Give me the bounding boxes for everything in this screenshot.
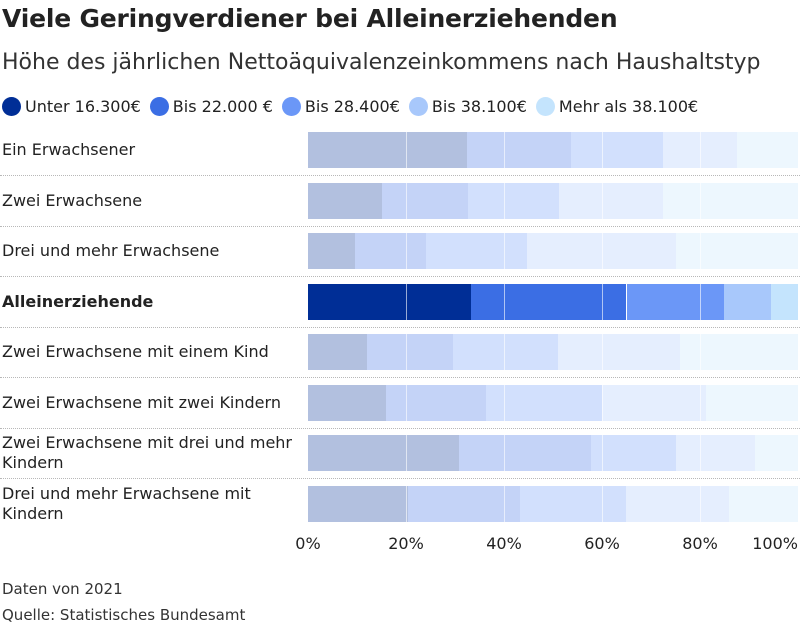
bar-segment [728,485,798,522]
bar-segment [459,435,592,471]
bar-segment [308,233,356,269]
gridline [700,132,701,524]
bar-segment [308,384,387,421]
bar-segment [408,485,520,522]
bar-segment [602,384,706,421]
category-label: Alleinerziehende [2,291,154,311]
legend-label: Bis 28.400€ [304,96,400,116]
bar-segment [485,384,602,421]
legend-swatch [408,96,428,116]
bar-segment [625,485,729,522]
category-label: Zwei Erwachsene [2,190,143,210]
x-tick-label: 80% [682,534,718,553]
source-note: Quelle: Statistisches Bundesamt [2,606,246,624]
category-label: Ein Erwachsener [2,140,136,159]
legend-swatch [149,96,169,116]
bar-segment [308,132,467,168]
row-separator [0,478,800,480]
bar-segment [558,334,681,370]
row-separator [0,427,800,429]
legend-label: Bis 38.100€ [431,96,527,116]
legend-label: Bis 22.000 € [172,96,273,116]
bar-segment [453,334,559,370]
legend-swatch [281,96,301,116]
category-label: Zwei Erwachsene mit zwei Kindern [2,392,281,412]
legend-item: Bis 38.100€ [408,96,527,116]
bar-segment [471,283,627,320]
bar-segment [426,233,527,269]
legend-item: Bis 22.000 € [149,96,273,116]
bar-segment [526,233,676,269]
category-label: Zwei Erwachsene mit drei und mehr Kinder… [2,433,293,472]
row-separator [0,175,800,177]
category-label: Drei und mehr Erwachsene [2,241,220,260]
bar-segment [626,283,724,320]
bar-segment [308,283,472,320]
row-separator [0,225,800,227]
x-tick-label: 0% [295,534,321,553]
x-tick-label: 60% [584,534,620,553]
bar-segment [308,334,367,370]
bar-segment [771,283,798,320]
gridline [602,132,603,524]
chart-subtitle: Höhe des jährlichen Nettoäquivalenzeinko… [2,50,761,75]
bar-segment [559,182,664,219]
bar-segment [724,283,772,320]
chart-title: Viele Geringverdiener bei Alleinerziehen… [2,4,618,33]
legend-item: Mehr als 38.100€ [535,96,699,116]
bar-segment [308,182,382,219]
gridline [406,132,407,524]
bar-segment [519,485,626,522]
bar-segment [468,182,560,219]
x-tick-label: 20% [388,534,424,553]
legend-label: Mehr als 38.100€ [558,96,699,116]
bar-segment [705,384,798,421]
bar-segment [366,334,454,370]
bar-segment [386,384,486,421]
bar-segment [381,182,469,219]
legend-item: Bis 28.400€ [281,96,400,116]
bar-segment [755,435,798,471]
bar-segment [355,233,427,269]
category-label: Drei und mehr Erwachsene mit Kindern [2,483,251,523]
gridline [504,132,505,524]
bar-segment [308,485,409,522]
bar-segment [591,435,676,471]
x-tick-label: 100% [752,534,798,553]
bar-segment [570,132,664,168]
bar-segment [663,182,798,219]
bar-segment [466,132,571,168]
footnote: Daten von 2021 [2,580,123,598]
bar-segment [675,435,756,471]
row-separator [0,326,800,328]
bar-segment [675,233,798,269]
legend-swatch [535,96,555,116]
row-separator [0,377,800,379]
row-separator [0,276,800,278]
bar-segment [308,435,460,471]
bar-segment [736,132,798,168]
x-tick-label: 40% [486,534,522,553]
legend-swatch [2,96,21,116]
legend: Unter 16.300€ Bis 22.000 € Bis 28.400€ Bis … [2,94,707,118]
bar-segment [680,334,798,370]
legend-label: Unter 16.300€ [25,96,141,116]
legend-item: Unter 16.300€ [2,96,141,116]
category-label: Zwei Erwachsene mit einem Kind [2,342,269,361]
